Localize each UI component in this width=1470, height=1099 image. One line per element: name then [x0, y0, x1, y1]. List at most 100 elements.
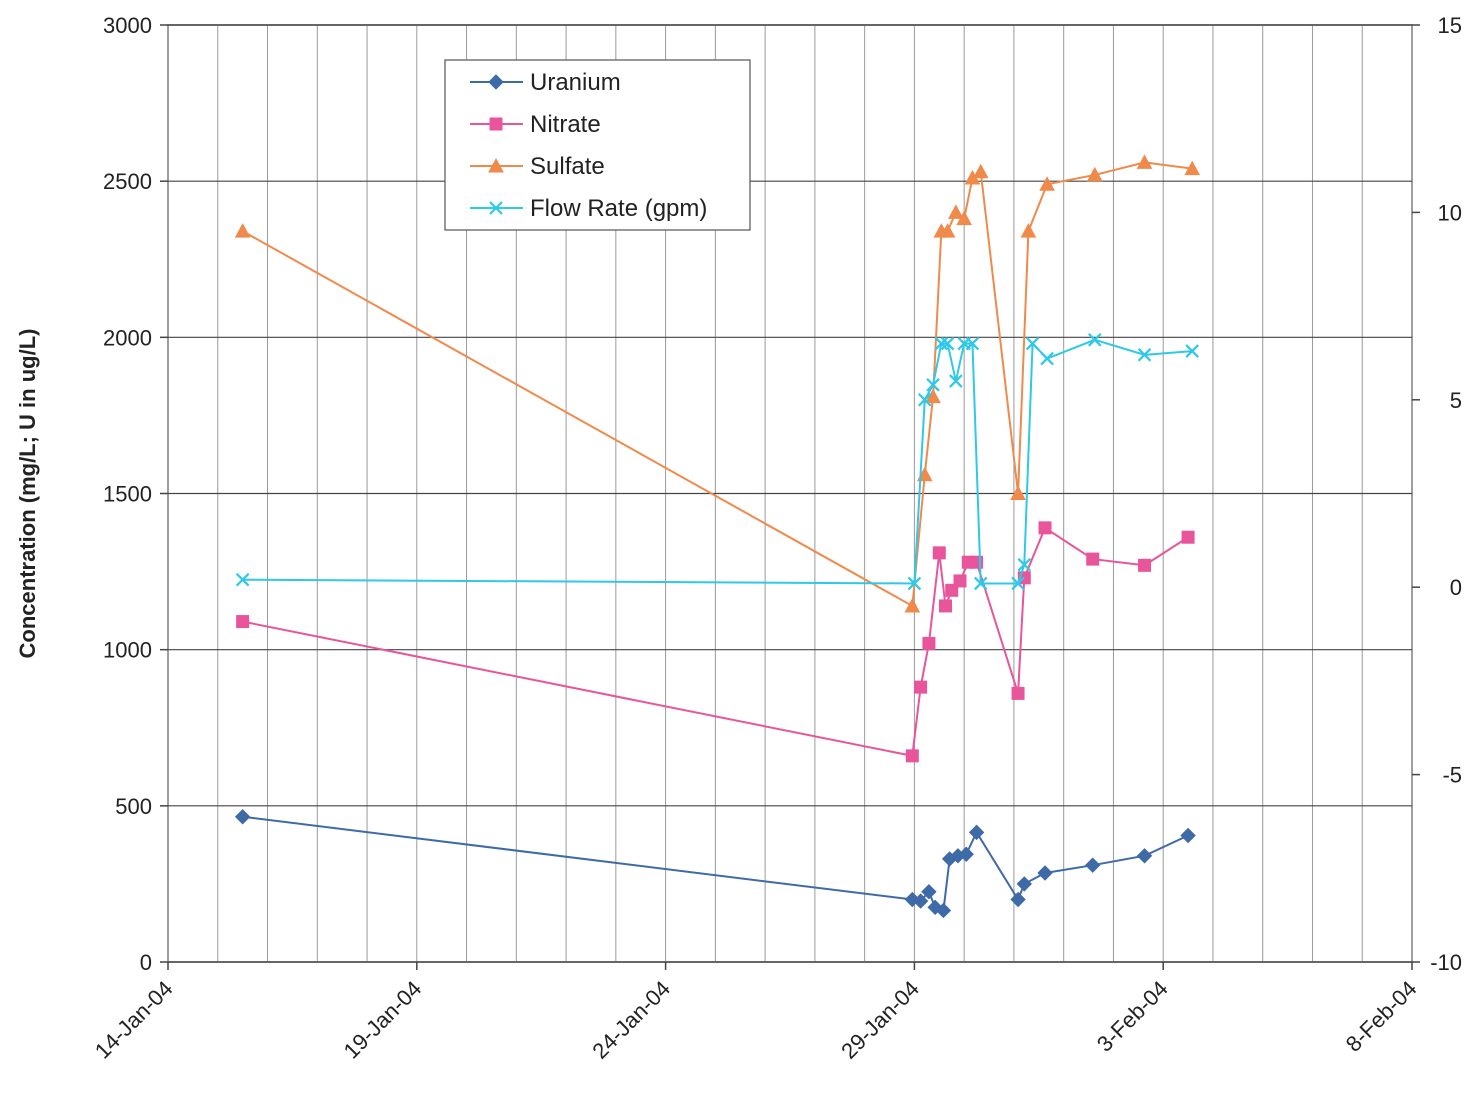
- data-point-sulfate: [948, 204, 964, 219]
- data-point-nitrate: [905, 749, 919, 763]
- data-point-sulfate: [1010, 485, 1026, 500]
- y-tick-label: 500: [115, 794, 152, 819]
- data-point-sulfate: [234, 223, 251, 238]
- data-point-sulfate: [972, 163, 989, 179]
- data-point-uranium: [1180, 827, 1196, 844]
- x-marker-stroke: [965, 336, 980, 351]
- series-line-nitrate: [242, 526, 1189, 758]
- data-point-uranium: [234, 809, 251, 825]
- y-tick-label: 2000: [103, 325, 152, 350]
- y-tick-label: 1500: [103, 482, 152, 507]
- x-marker-stroke: [907, 576, 922, 591]
- x-marker-stroke: [1011, 576, 1025, 591]
- data-point-uranium: [921, 884, 937, 900]
- x-tick-label: 14-Jan-04: [90, 976, 178, 1064]
- data-point-sulfate: [1039, 176, 1055, 191]
- data-point-flow-rate-gpm: [965, 336, 980, 351]
- data-point-sulfate: [956, 210, 972, 226]
- data-point-flow-rate-gpm: [940, 336, 955, 351]
- grid: [167, 24, 1413, 963]
- data-point-flow-rate-gpm: [934, 336, 949, 351]
- data-point-flow-rate-gpm: [926, 378, 940, 392]
- axes: 0 500 1000 1500 2000 2500 3000 -10 -5 0 5 10 15 14-Ja…: [90, 13, 1462, 1064]
- series-uranium: [234, 809, 1196, 919]
- data-point-flow-rate-gpm: [949, 374, 963, 388]
- x-marker-stroke: [926, 378, 940, 392]
- data-point-uranium: [1084, 857, 1101, 873]
- data-point-nitrate: [1138, 558, 1152, 572]
- y2-tick-label: 15: [1438, 13, 1462, 38]
- series-layer: [234, 154, 1201, 919]
- data-point-sulfate: [904, 597, 921, 613]
- data-point-sulfate: [1020, 223, 1037, 238]
- data-point-nitrate: [914, 680, 928, 694]
- data-point-uranium: [1016, 876, 1032, 892]
- data-point-sulfate: [1184, 160, 1201, 176]
- legend-marker: [489, 117, 503, 131]
- data-point-nitrate: [932, 546, 946, 560]
- x-marker-stroke: [489, 201, 503, 215]
- x-tick-label: 8-Feb-04: [1341, 976, 1422, 1057]
- x-marker-stroke: [934, 336, 949, 351]
- x-tick-label: 19-Jan-04: [339, 976, 427, 1064]
- y-tick-label: 3000: [103, 13, 152, 38]
- x-marker-stroke: [940, 336, 955, 351]
- data-point-uranium: [968, 824, 985, 841]
- y-tick-label: 2500: [103, 169, 152, 194]
- x-tick-label: 3-Feb-04: [1092, 976, 1173, 1057]
- data-point-flow-rate-gpm: [1011, 576, 1025, 591]
- x-marker-stroke: [917, 393, 932, 407]
- x-marker-stroke: [973, 576, 988, 591]
- data-point-nitrate: [1011, 686, 1025, 700]
- data-point-flow-rate-gpm: [1088, 333, 1102, 347]
- data-point-uranium: [958, 846, 974, 862]
- legend: Uranium Nitrate Sulfate Flow Rate (gpm): [444, 59, 751, 231]
- x-marker-stroke: [1040, 351, 1054, 366]
- data-point-uranium: [935, 902, 952, 919]
- y2-tick-label: 0: [1450, 575, 1462, 600]
- data-point-flow-rate-gpm: [1017, 557, 1032, 572]
- series-line-sulfate: [242, 161, 1193, 608]
- series-nitrate: [236, 521, 1195, 763]
- data-point-nitrate: [236, 615, 250, 629]
- data-point-nitrate: [1181, 530, 1195, 544]
- data-point-uranium: [912, 893, 929, 909]
- data-point-uranium: [1037, 865, 1053, 881]
- legend-label: Uranium: [530, 69, 621, 96]
- legend-entry: Uranium: [470, 69, 621, 96]
- x-marker-stroke: [949, 374, 963, 388]
- data-point-uranium: [1010, 891, 1026, 908]
- data-point-nitrate: [1038, 521, 1052, 535]
- legend-marker: [488, 157, 504, 173]
- legend-entry: Nitrate: [470, 111, 601, 138]
- data-point-flow-rate-gpm: [1040, 351, 1054, 366]
- x-marker-stroke: [1088, 333, 1102, 347]
- legend-marker: [489, 201, 503, 215]
- data-point-nitrate: [922, 636, 936, 650]
- data-point-sulfate: [939, 223, 956, 238]
- x-marker-stroke: [1017, 557, 1032, 572]
- x-marker-stroke: [1025, 336, 1040, 351]
- data-point-nitrate: [953, 574, 967, 588]
- legend-label: Flow Rate (gpm): [530, 195, 707, 222]
- data-point-flow-rate-gpm: [907, 576, 922, 591]
- data-point-flow-rate-gpm: [1137, 348, 1152, 362]
- data-point-flow-rate-gpm: [235, 572, 250, 587]
- x-marker-stroke: [235, 572, 250, 587]
- legend-entry: Sulfate: [470, 153, 605, 180]
- y2-tick-label: -10: [1430, 950, 1462, 975]
- y2-tick-label: 10: [1438, 200, 1462, 225]
- legend-marker: [488, 74, 504, 90]
- data-point-flow-rate-gpm: [973, 576, 988, 591]
- series-line-flow-rate-gpm: [242, 338, 1193, 585]
- y-tick-label: 1000: [103, 638, 152, 663]
- data-point-flow-rate-gpm: [1025, 336, 1040, 351]
- y-axis-label: Concentration (mg/L; U in ug/L): [15, 329, 40, 659]
- x-marker-stroke: [1137, 348, 1152, 362]
- legend-label: Nitrate: [530, 111, 601, 138]
- series-sulfate: [234, 154, 1201, 613]
- x-tick-label: 24-Jan-04: [587, 976, 675, 1064]
- data-point-flow-rate-gpm: [1185, 344, 1200, 358]
- y2-tick-label: -5: [1442, 763, 1462, 788]
